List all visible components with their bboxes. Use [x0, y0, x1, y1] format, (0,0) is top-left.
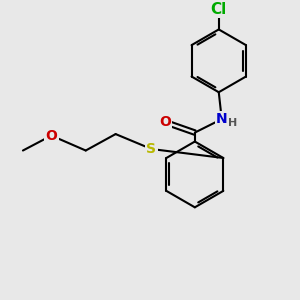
Text: O: O [45, 129, 57, 142]
Text: O: O [159, 115, 171, 129]
Text: H: H [229, 118, 238, 128]
Text: N: N [216, 112, 228, 126]
Text: Cl: Cl [211, 2, 227, 17]
Text: S: S [146, 142, 157, 156]
